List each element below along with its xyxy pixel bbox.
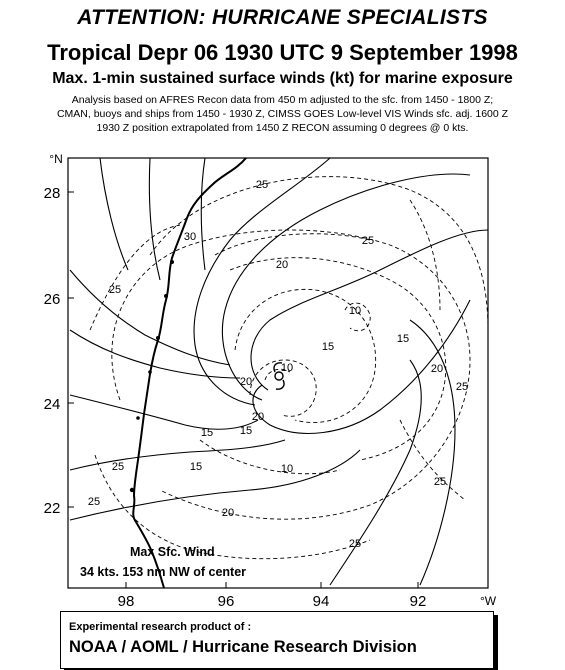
map-frame xyxy=(67,157,489,589)
product-title: Max. 1-min sustained surface winds (kt) … xyxy=(52,70,513,87)
contour-label: 25 xyxy=(112,461,124,473)
isotach-contours xyxy=(89,176,489,560)
page-title: ATTENTION: HURRICANE SPECIALISTS xyxy=(77,6,488,29)
contour-label: 10 xyxy=(349,305,361,317)
contour-label: 20 xyxy=(431,363,443,375)
credit-box: Experimental research product of : NOAA … xyxy=(60,611,494,669)
contour-label: 25 xyxy=(349,538,361,550)
lon-unit-label: °W xyxy=(480,594,497,608)
wind-analysis-map: °N 28 26 24 22 98 96 94 92 °W xyxy=(44,152,497,610)
axis-ticks xyxy=(68,191,419,588)
contour-label: 15 xyxy=(190,461,202,473)
lon-label-98: 98 xyxy=(118,593,135,610)
credit-line-1: Experimental research product of : xyxy=(69,621,252,633)
analysis-note-1: Analysis based on AFRES Recon data from … xyxy=(71,94,494,106)
lat-label-28: 28 xyxy=(44,185,61,202)
max-wind-title: Max Sfc. Wind xyxy=(130,545,215,559)
analysis-note-2: CMAN, buoys and ships from 1450 - 1930 Z… xyxy=(56,108,509,120)
contour-label: 25 xyxy=(109,284,121,296)
contour-label: 30 xyxy=(184,231,196,243)
contour-value-labels: 25 25 30 25 20 10 15 20 25 25 20 10 15 1… xyxy=(88,179,468,550)
max-wind-detail: 34 kts. 153 nm NW of center xyxy=(80,565,246,579)
contour-label: 20 xyxy=(240,376,252,388)
credit-line-2: NOAA / AOML / Hurricane Research Divisio… xyxy=(69,638,417,656)
max-wind-annotation: Max Sfc. Wind 34 kts. 153 nm NW of cente… xyxy=(80,545,246,579)
lat-label-24: 24 xyxy=(44,396,61,413)
coastal-islands xyxy=(129,260,174,493)
contour-label: 15 xyxy=(322,341,334,353)
streamlines xyxy=(69,157,489,586)
contour-label: 15 xyxy=(240,425,252,437)
lon-label-94: 94 xyxy=(313,593,330,610)
contour-label: 15 xyxy=(201,427,213,439)
contour-label: 10 xyxy=(281,463,293,475)
contour-label: 10 xyxy=(281,362,293,374)
contour-label: 25 xyxy=(456,381,468,393)
contour-label: 15 xyxy=(397,333,409,345)
lon-label-92: 92 xyxy=(410,593,427,610)
contour-label: 25 xyxy=(434,476,446,488)
contour-label: 20 xyxy=(276,259,288,271)
contour-label: 25 xyxy=(88,496,100,508)
storm-center-symbol xyxy=(273,362,285,390)
storm-subtitle: Tropical Depr 06 1930 UTC 9 September 19… xyxy=(47,40,518,65)
lat-label-22: 22 xyxy=(44,500,61,517)
contour-label: 25 xyxy=(256,179,268,191)
latitude-labels: °N 28 26 24 22 xyxy=(44,152,63,517)
analysis-note-3: 1930 Z position extrapolated from 1450 Z… xyxy=(96,122,469,134)
contour-label: 20 xyxy=(252,411,264,423)
contour-label: 25 xyxy=(362,235,374,247)
lat-label-26: 26 xyxy=(44,291,61,308)
contour-label: 20 xyxy=(222,507,234,519)
lat-unit-label: °N xyxy=(49,152,62,166)
longitude-labels: 98 96 94 92 °W xyxy=(118,593,497,610)
lon-label-96: 96 xyxy=(218,593,235,610)
